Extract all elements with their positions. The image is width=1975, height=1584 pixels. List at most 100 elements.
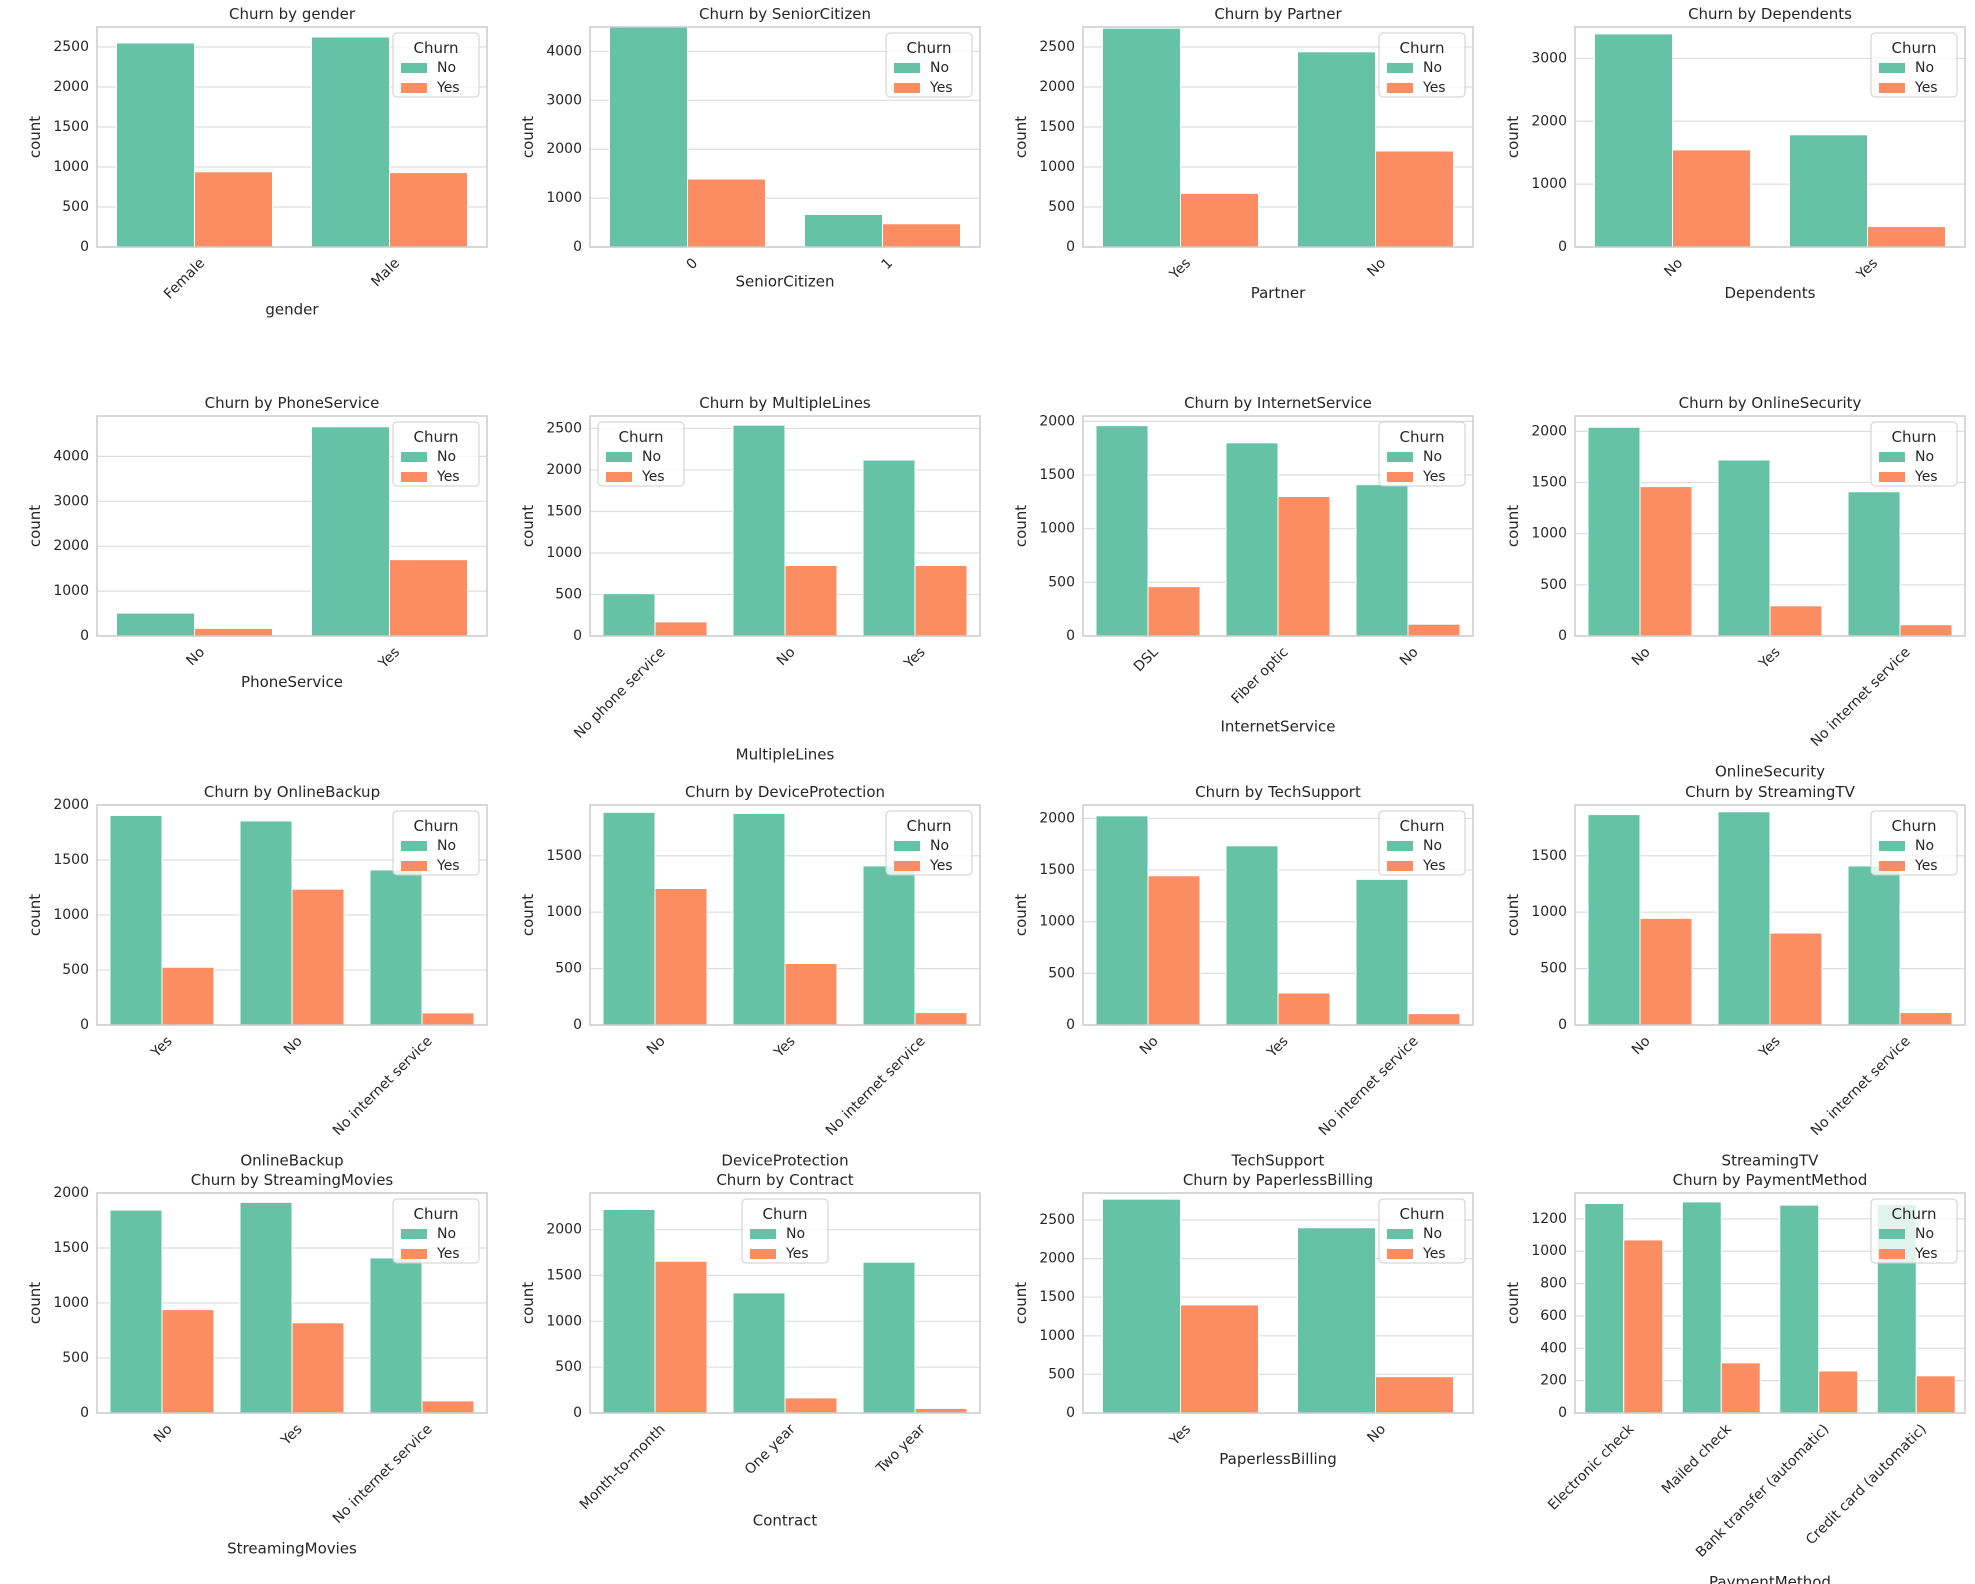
bar-no [804,213,883,248]
bar-no [1847,491,1901,637]
y-axis-label: count [1504,116,1522,158]
legend: Churn No Yes [885,32,973,98]
x-axis-label: PhoneService [241,673,343,691]
x-axis-label: DeviceProtection [721,1151,848,1169]
legend-label-no: No [1915,838,1934,854]
y-axis-label: count [519,1282,537,1324]
y-tick-label: 1500 [53,1240,89,1256]
y-tick-label: 0 [80,239,89,255]
legend-swatch-yes [1879,83,1905,93]
legend-box [741,1198,829,1264]
subplot-multiplelines: Churn by MultipleLines 0 500 1000 1500 2000 25… [519,394,981,764]
legend-label-yes: Yes [1422,80,1446,96]
subplot-onlinebackup: Churn by OnlineBackup 0 500 1000 1500 2000 cou… [26,783,488,1169]
bar-yes [1147,875,1201,1026]
legend: Churn No Yes [741,1198,829,1264]
y-tick-label: 1500 [1039,862,1075,878]
x-tick-label: No [281,1033,306,1058]
subplot-seniorcitizen: Churn by SeniorCitizen 0 1000 2000 3000 4000 c… [519,5,981,291]
y-tick-label: 1000 [53,583,89,599]
bar-no [116,42,195,248]
x-tick-label: Month-to-month [577,1421,669,1513]
bar-no [109,1209,163,1414]
legend-label-no: No [1915,449,1934,465]
y-tick-label: 3000 [546,92,582,108]
y-tick-label: 1500 [1531,848,1567,864]
legend-box [392,421,480,487]
bar-yes [654,1260,708,1414]
bar-no [1297,1227,1376,1414]
x-tick-label: No [151,1421,176,1446]
y-tick-label: 400 [1540,1340,1567,1356]
legend: Churn No Yes [392,32,480,98]
x-tick-label: Yes [1853,255,1881,283]
y-tick-label: 0 [573,1405,582,1421]
legend-swatch-yes [1387,861,1413,871]
y-tick-label: 2000 [546,141,582,157]
x-tick-label: No [1364,255,1389,280]
legend-label-yes: Yes [436,1246,460,1262]
chart-title: Churn by DeviceProtection [685,783,885,801]
bar-no [862,459,916,637]
legend-box [1870,1198,1958,1264]
legend-box [885,32,973,98]
y-axis-label: count [1012,894,1030,936]
legend-label-yes: Yes [929,80,953,96]
y-tick-label: 800 [1540,1276,1567,1292]
bar-no [1584,1203,1625,1414]
legend-label-yes: Yes [1914,80,1938,96]
bar-no [1594,33,1673,248]
legend-swatch-yes [606,472,632,482]
plot-frame [589,26,981,248]
legend-title: Churn [1892,1205,1937,1223]
chart-title: Churn by OnlineBackup [204,783,380,801]
subplot-streamingtv: Churn by StreamingTV 0 500 1000 1500 count No Y… [1504,783,1966,1169]
plot-frame [589,415,981,637]
x-tick-label: Female [161,255,208,302]
y-axis-label: count [519,505,537,547]
legend-swatch-no [1879,63,1905,73]
y-tick-label: 1000 [53,159,89,175]
legend-swatch-yes [1387,1249,1413,1259]
legend-label-yes: Yes [1422,1246,1446,1262]
legend-swatch-no [401,452,427,462]
plot-frame [1082,415,1474,637]
bar-yes [161,1309,215,1414]
y-tick-label: 0 [1066,239,1075,255]
legend-swatch-yes [1387,472,1413,482]
bar-yes [389,172,468,248]
y-tick-label: 0 [80,628,89,644]
y-tick-label: 3000 [1531,50,1567,66]
y-axis-label: count [1504,505,1522,547]
y-tick-label: 3000 [53,493,89,509]
y-tick-label: 0 [1558,239,1567,255]
legend-box [1870,421,1958,487]
y-tick-label: 2000 [53,797,89,813]
x-axis-label: PaymentMethod [1709,1573,1831,1584]
x-tick-label: DSL [1131,644,1162,675]
legend-box [885,810,973,876]
legend-title: Churn [414,428,459,446]
y-axis-label: count [1012,116,1030,158]
legend-swatch-no [1879,452,1905,462]
bar-yes [784,564,838,637]
y-tick-label: 1500 [1039,119,1075,135]
bar-yes [1639,486,1693,637]
plot-frame [1082,804,1474,1026]
y-tick-label: 0 [1066,1017,1075,1033]
y-tick-label: 2500 [546,420,582,436]
legend-box [1378,421,1466,487]
bar-no [239,820,293,1026]
x-tick-label: No [183,644,208,669]
legend: Churn No Yes [1378,810,1466,876]
x-axis-label: gender [265,301,319,319]
y-tick-label: 500 [62,962,89,978]
y-tick-label: 0 [1066,1405,1075,1421]
legend-swatch-no [401,63,427,73]
legend-swatch-no [1387,841,1413,851]
bar-no [1717,811,1771,1026]
y-axis-label: count [26,505,44,547]
legend-label-no: No [437,1226,456,1242]
x-tick-label: Yes [1756,644,1784,672]
